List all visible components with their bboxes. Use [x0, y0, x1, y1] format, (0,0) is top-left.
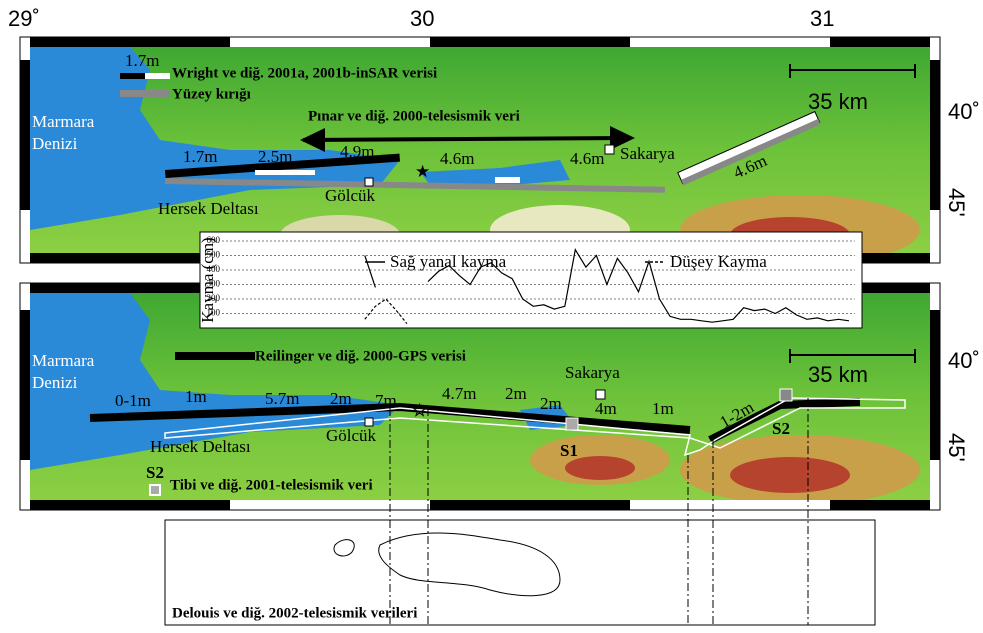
lat-label: 40˚	[948, 348, 980, 373]
scale-label: 35 km	[808, 89, 868, 114]
slip-profile: Kayma (cm) Sağ yanal kayma Düşey Kayma 1…	[198, 232, 862, 328]
y-tick-label: 100	[207, 308, 221, 318]
slip-label: 7m	[375, 391, 397, 410]
slip-label: 2m	[540, 394, 562, 413]
legend-entry: Sağ yanal kayma	[390, 252, 507, 271]
arrow-label: Pınar ve diğ. 2000-telesismik veri	[308, 108, 520, 124]
y-tick-label: 600	[207, 235, 221, 245]
top-map: ★ 1.7m Wright ve diğ. 2001a, 2001b-inSAR…	[20, 37, 980, 265]
place: Sakarya	[565, 363, 620, 382]
lat-label: 45'	[944, 433, 969, 462]
y-tick-label: 300	[207, 279, 221, 289]
place: Hersek Deltası	[150, 437, 251, 456]
legend: Wright ve diğ. 2001a, 2001b-inSAR verisi	[172, 65, 437, 81]
station: S2	[772, 419, 790, 438]
sea-label: Denizi	[32, 134, 78, 153]
legend: Yüzey kırığı	[172, 86, 251, 102]
legend-entry: Düşey Kayma	[670, 252, 767, 271]
slip-label: 1m	[185, 387, 207, 406]
slip-label: 5.7m	[265, 389, 299, 408]
slip-label: 2m	[505, 384, 527, 403]
scale-label: 35 km	[808, 362, 868, 387]
lon-label: 31	[810, 6, 834, 31]
slip-label: 4.7m	[442, 384, 476, 403]
slip-label: 1.7m	[183, 147, 217, 166]
place: Sakarya	[620, 144, 675, 163]
legend: Tibi ve diğ. 2001-telesismik veri	[170, 477, 373, 493]
box-label: Delouis ve diğ. 2002-telesismik verileri	[172, 605, 417, 621]
slip-label: 4.9m	[340, 142, 374, 161]
legend: Reilinger ve diğ. 2000-GPS verisi	[255, 348, 466, 364]
station: S1	[560, 441, 578, 460]
sea-label: Marmara	[32, 351, 95, 370]
slip-label: 4.6m	[440, 149, 474, 168]
place: Hersek Deltası	[158, 199, 259, 218]
lat-label: 45'	[944, 188, 969, 217]
epicenter: ★	[415, 162, 430, 181]
place: Gölcük	[326, 426, 377, 445]
slip-label: 0-1m	[115, 391, 151, 410]
map-figure: 29˚ 30 31 ★ 1.7m Wright ve diğ. 2001a, 2…	[0, 0, 983, 633]
lat-label: 40˚	[948, 99, 980, 124]
lon-label: 29˚	[8, 6, 40, 31]
y-tick-label: 500	[207, 250, 221, 260]
y-tick-label: 400	[207, 264, 221, 274]
place: Gölcük	[325, 186, 376, 205]
legend-marker: S2	[146, 463, 164, 482]
slip-label: 2.5m	[258, 147, 292, 166]
sea-label: Marmara	[32, 112, 95, 131]
slip-label: 4.6m	[570, 149, 604, 168]
lon-label: 30	[410, 6, 434, 31]
sea-label: Denizi	[32, 373, 78, 392]
slip-label: 2m	[330, 389, 352, 408]
slip-label: 4m	[595, 399, 617, 418]
epicenter: ☆	[412, 401, 427, 420]
legend-slip: 1.7m	[125, 51, 159, 70]
slip-label: 1m	[652, 399, 674, 418]
y-tick-label: 200	[207, 293, 221, 303]
